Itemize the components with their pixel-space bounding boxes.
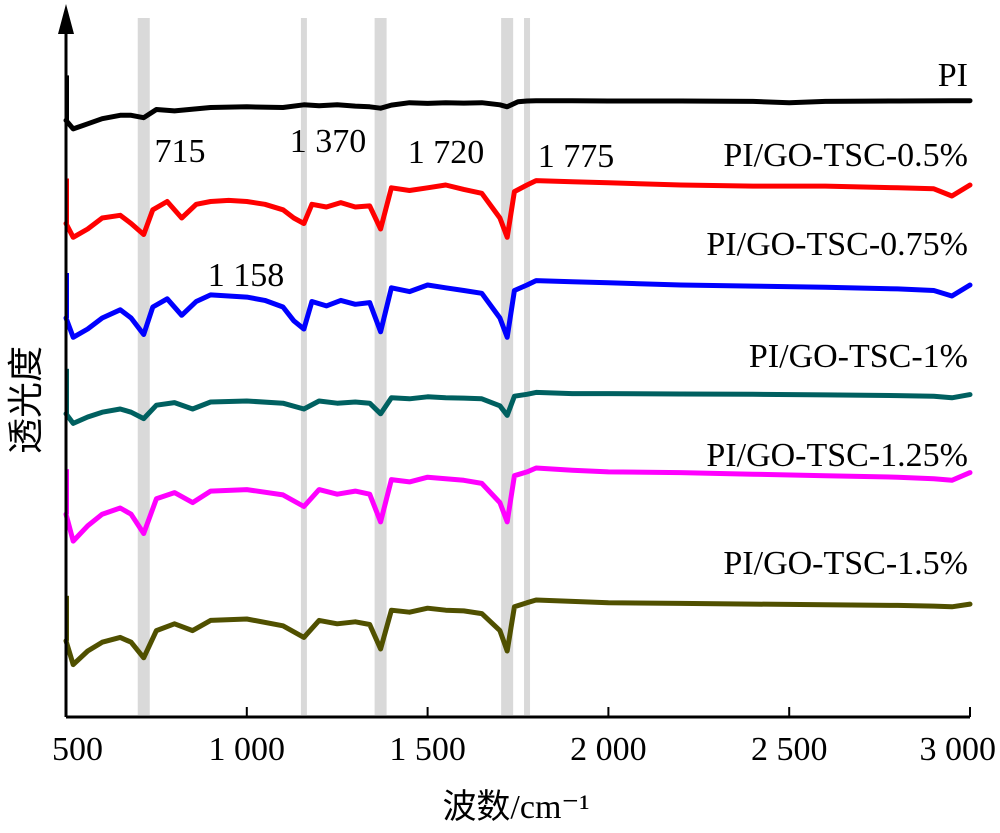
marker-band-label-1: 1 158	[208, 257, 285, 294]
series-line-2	[63, 278, 973, 340]
marker-band-label-3: 1 720	[408, 134, 485, 171]
marker-band-1	[300, 18, 307, 715]
series-label-2: PI/GO-TSC-0.75%	[706, 226, 968, 263]
series-label-3: PI/GO-TSC-1%	[749, 338, 968, 375]
series-line-0	[63, 98, 973, 132]
x-tick-label-2: 1 500	[389, 731, 466, 768]
series-line-4	[63, 465, 973, 544]
x-tick-label-3: 2 000	[570, 731, 647, 768]
x-ticks: 500 1 000 1 500 2 000 2 500 3 000	[52, 707, 996, 768]
marker-band-label-4: 1 775	[538, 138, 615, 175]
marker-band-label-2: 1 370	[290, 123, 367, 160]
series-line-3	[63, 389, 973, 426]
marker-band-3	[501, 18, 514, 715]
series-label-5: PI/GO-TSC-1.5%	[723, 545, 968, 582]
marker-band-0	[137, 18, 150, 715]
marker-band-label-0: 715	[155, 133, 206, 170]
x-tick-label-5: 3 000	[920, 731, 997, 768]
series-label-1: PI/GO-TSC-0.5%	[723, 137, 968, 174]
series-line-1	[63, 178, 973, 240]
y-axis-label: 透光度	[6, 346, 46, 454]
marker-band-2	[374, 18, 387, 715]
x-axis-label: 波数/cm⁻¹	[442, 788, 589, 826]
series-line-5	[63, 597, 973, 668]
x-tick-label-0: 500	[52, 731, 103, 768]
series-labels: PI PI/GO-TSC-0.5% PI/GO-TSC-0.75% PI/GO-TSC…	[706, 57, 968, 582]
marker-band-4	[524, 18, 531, 715]
series-label-4: PI/GO-TSC-1.25%	[706, 437, 968, 474]
marker-band-labels: 715 1 158 1 370 1 720 1 775	[155, 123, 615, 294]
x-tick-label-4: 2 500	[751, 731, 828, 768]
y-axis-arrow	[58, 4, 74, 34]
series-label-0: PI	[938, 57, 968, 94]
marker-bands	[137, 18, 531, 715]
x-tick-label-1: 1 000	[209, 731, 286, 768]
